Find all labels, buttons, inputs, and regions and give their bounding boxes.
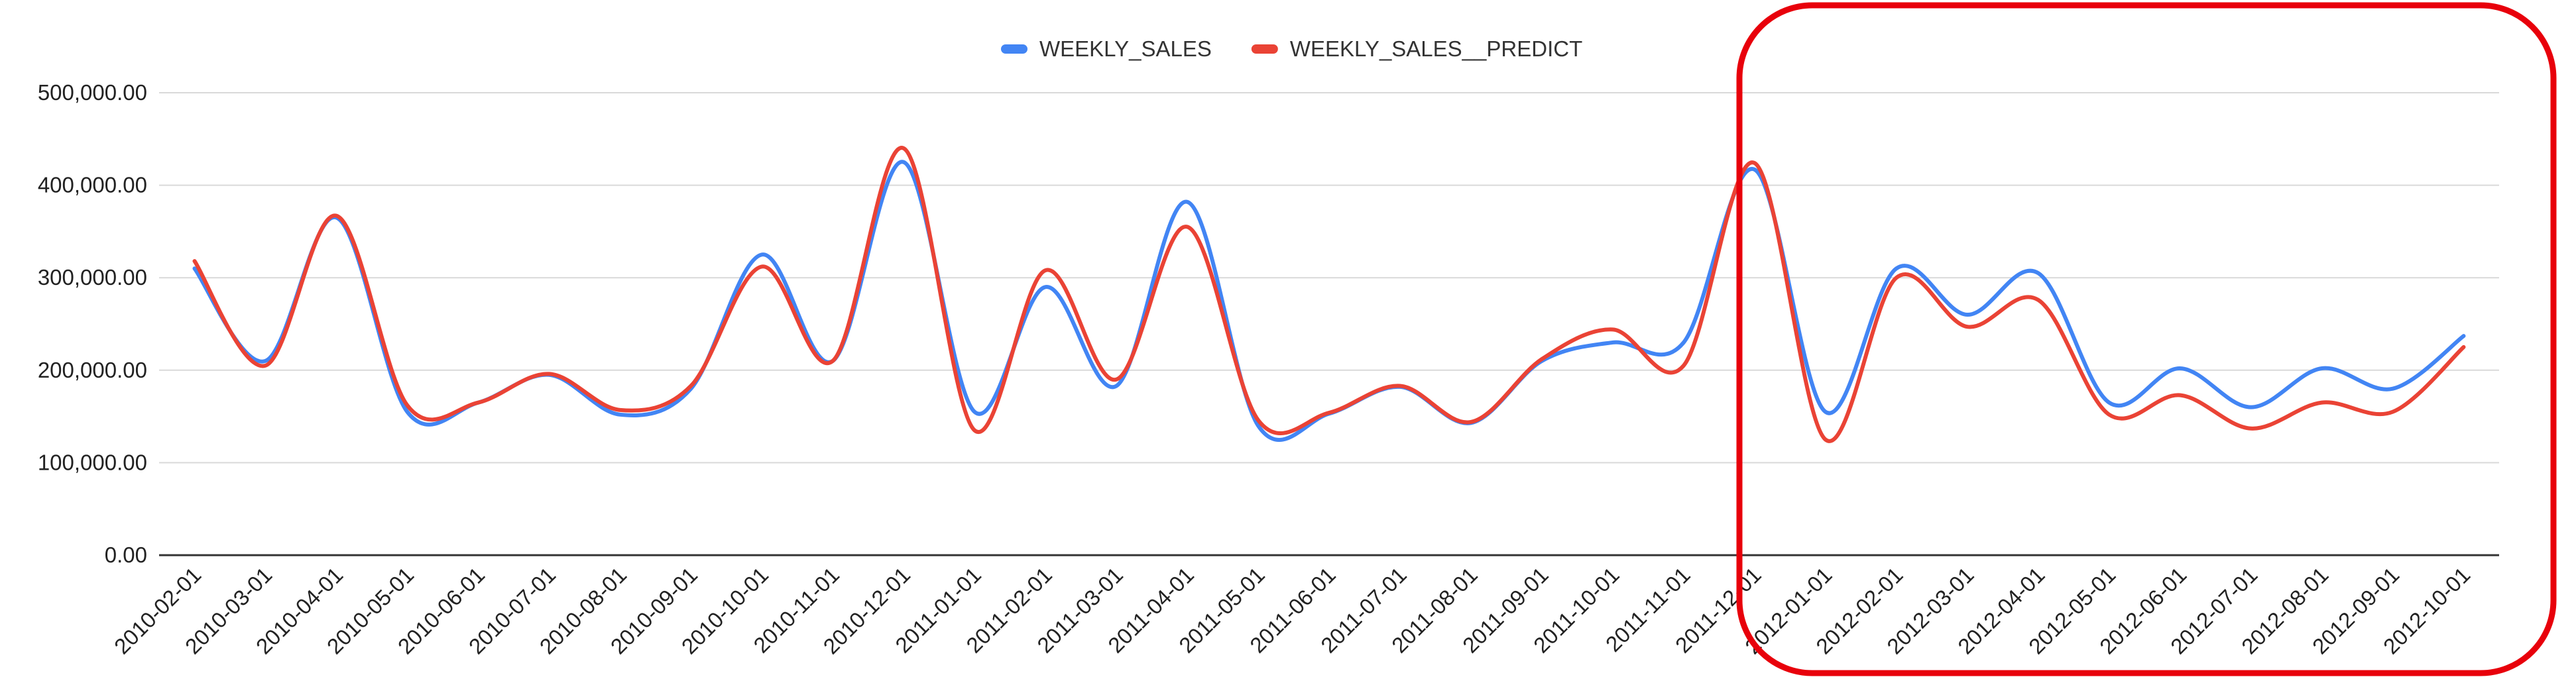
series-line-1	[192, 160, 2466, 442]
legend-swatch-1	[1001, 44, 1027, 54]
gridlines	[159, 92, 2499, 556]
y-axis-tick-labels: 0.00 100,000.00 200,000.00 300,000.00 400,00…	[38, 80, 147, 567]
highlight-box	[1736, 2, 2557, 676]
y-tick-label: 0.00	[105, 543, 147, 567]
x-axis-tick-labels: 2010-02-012010-03-012010-04-012010-05-01…	[109, 562, 2475, 659]
y-tick-label: 400,000.00	[38, 173, 147, 197]
series-lines	[192, 146, 2466, 443]
series-line-2	[192, 146, 2466, 443]
y-tick-label: 500,000.00	[38, 80, 147, 105]
legend: WEEKLY_SALES WEEKLY_SALES__PREDICT	[1001, 36, 1582, 61]
y-tick-label: 300,000.00	[38, 265, 147, 290]
y-tick-label: 200,000.00	[38, 358, 147, 382]
legend-label-1: WEEKLY_SALES	[1039, 36, 1212, 61]
y-tick-label: 100,000.00	[38, 450, 147, 474]
legend-label-2: WEEKLY_SALES__PREDICT	[1290, 36, 1582, 61]
legend-swatch-2	[1251, 44, 1278, 54]
